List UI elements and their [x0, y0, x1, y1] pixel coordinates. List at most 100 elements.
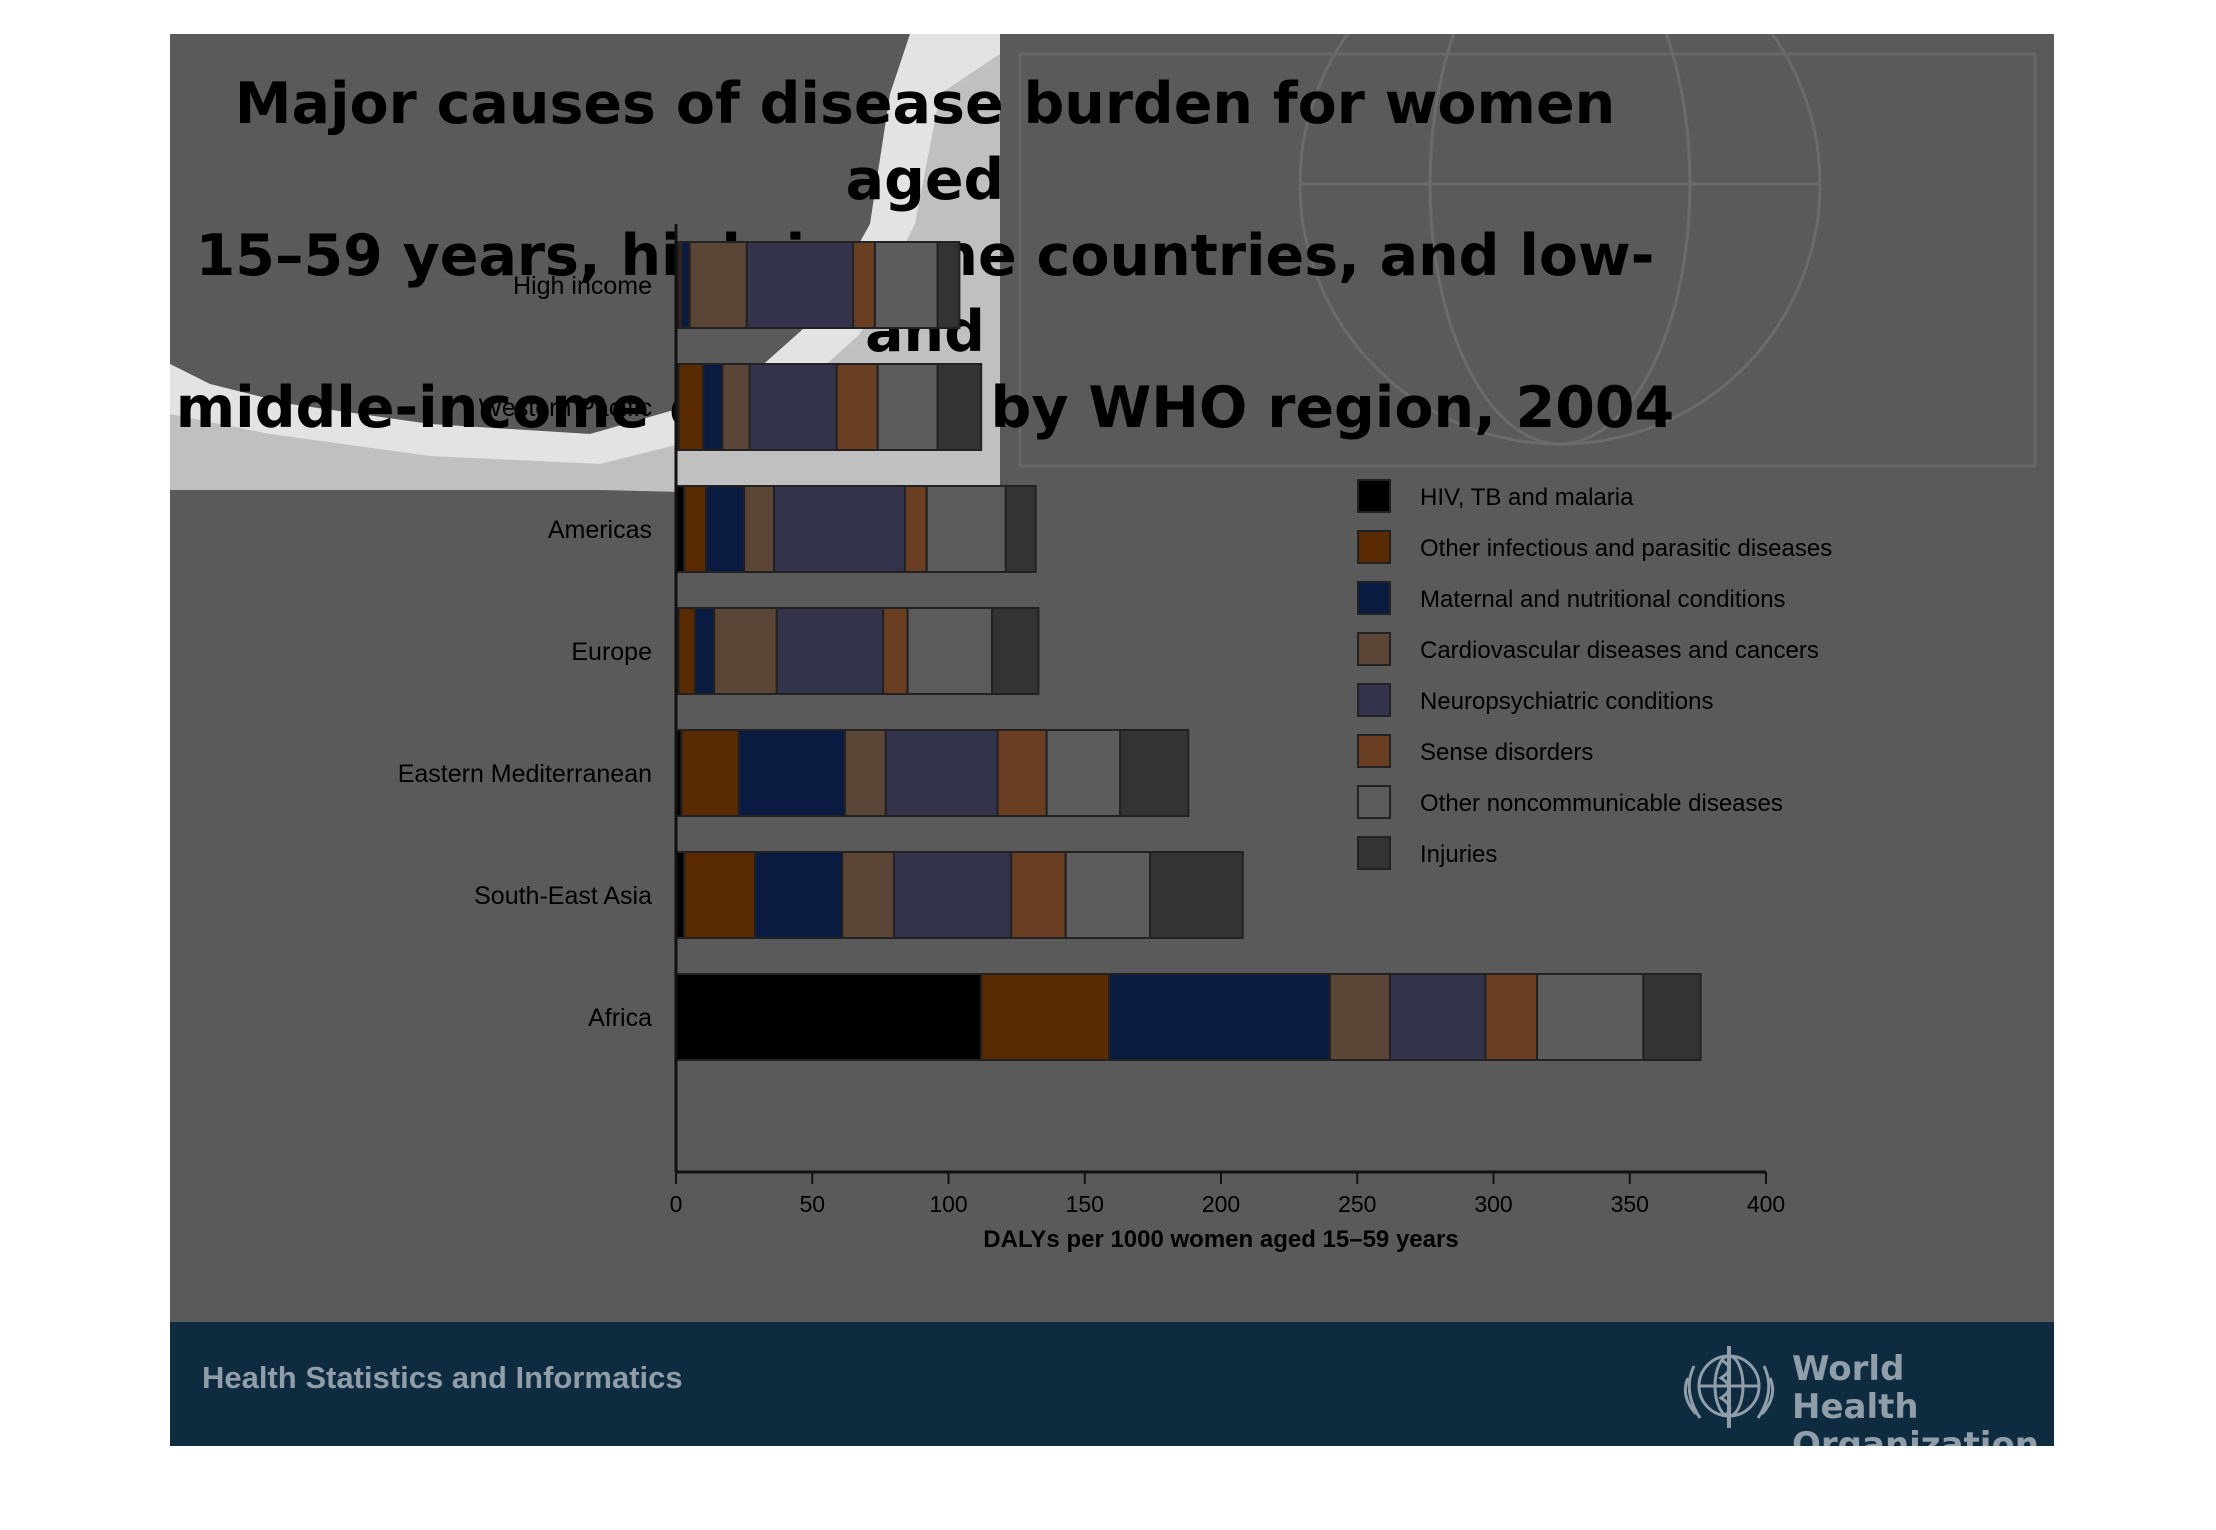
legend-label: Sense disorders [1420, 739, 1593, 766]
bar-segment [1149, 851, 1244, 939]
legend-swatch [1357, 632, 1391, 666]
x-tick-label: 150 [1066, 1191, 1104, 1217]
bar-segment [1642, 973, 1702, 1061]
bar-segment [1536, 973, 1645, 1061]
bar-segment [688, 241, 748, 329]
who-name-line-2: Organization [1792, 1425, 2040, 1446]
bar-segment [903, 485, 928, 573]
x-axis-label: DALYs per 1000 women aged 15–59 years [983, 1226, 1458, 1253]
bar-segment [775, 607, 885, 695]
who-name: World Health Organization [1792, 1350, 2039, 1446]
x-tick-label: 200 [1202, 1191, 1240, 1217]
who-name-line-1: World Health [1792, 1349, 1919, 1427]
bar-segment [748, 363, 838, 451]
swoosh-edge [170, 34, 1000, 464]
bar-segment [754, 851, 844, 939]
bar-segment [1108, 973, 1332, 1061]
title-line-1: Major causes of disease burden for women… [234, 71, 1616, 213]
footer-title: Health Statistics and Informatics [202, 1360, 683, 1395]
bar-segment [876, 363, 939, 451]
bar-segment [835, 363, 879, 451]
legend-swatch [1357, 785, 1391, 819]
bar-segment [843, 729, 887, 817]
x-tick-label: 400 [1747, 1191, 1785, 1217]
bar-segment [680, 729, 740, 817]
bar-segment [737, 729, 846, 817]
legend-swatch [1357, 734, 1391, 768]
bar-segment [852, 241, 876, 329]
legend-label: Other infectious and parasitic diseases [1420, 535, 1832, 562]
bar-segment [680, 241, 691, 329]
legend-swatch [1357, 530, 1391, 564]
legend-swatch [1357, 683, 1391, 717]
bar-segment [1329, 973, 1391, 1061]
globe-watermark [1298, 34, 1822, 446]
bar-segment [773, 485, 906, 573]
bar-segment [675, 973, 983, 1061]
bar-segment [704, 485, 746, 573]
bar-segment [882, 607, 909, 695]
bar-segment [936, 241, 961, 329]
background-decoration [170, 34, 2037, 494]
stacked-bar-chart: High income Western Pacific Americas Europe… [398, 224, 1832, 1253]
legend-label: Injuries [1420, 841, 1497, 868]
legend-swatch [1357, 836, 1391, 870]
bar-segment [996, 729, 1048, 817]
bar-segment [721, 363, 751, 451]
bar-segment [1045, 729, 1122, 817]
bar-segment [925, 485, 1007, 573]
bar-segment [1484, 973, 1539, 1061]
category-labels: High income Western Pacific Americas Europe… [398, 272, 652, 1032]
bar-segment [1388, 973, 1487, 1061]
x-tick-label: 50 [799, 1191, 825, 1217]
bar-segment [841, 851, 895, 939]
swoosh-curve [170, 34, 910, 434]
bar-segment [1010, 851, 1067, 939]
slide: Major causes of disease burden for women… [170, 34, 2054, 1446]
legend: HIV, TB and malaria Other infectious and … [1357, 479, 1832, 870]
bar-segment [713, 607, 778, 695]
bar-segment [743, 485, 776, 573]
bar-segment [980, 973, 1111, 1061]
legend-label: HIV, TB and malaria [1420, 484, 1634, 511]
title-frame [1018, 52, 2037, 468]
bar-segment [702, 363, 724, 451]
bar-segment [694, 607, 716, 695]
legend-label: Neuropsychiatric conditions [1420, 688, 1713, 715]
bar-segment [991, 607, 1040, 695]
legend-label: Maternal and nutritional conditions [1420, 586, 1786, 613]
bar-segment [1119, 729, 1190, 817]
x-tick-label: 300 [1474, 1191, 1512, 1217]
category-label: Western Pacific [479, 394, 652, 422]
x-tick-label: 350 [1611, 1191, 1649, 1217]
bar-segment [683, 851, 757, 939]
legend-swatch [1357, 581, 1391, 615]
bars-layer [675, 241, 1702, 1061]
bar-segment [893, 851, 1013, 939]
footer-bar: Health Statistics and Informatics World … [170, 1322, 2054, 1446]
category-label: High income [513, 272, 652, 300]
bar-segment [677, 363, 705, 451]
category-label: South-East Asia [474, 882, 652, 910]
who-logo: World Health Organization [1674, 1336, 2039, 1446]
legend-swatch [1357, 479, 1391, 513]
bar-segment [677, 607, 697, 695]
bar-segment [884, 729, 999, 817]
bar-segment [1064, 851, 1152, 939]
x-tick-label: 250 [1338, 1191, 1376, 1217]
category-label: Europe [571, 638, 652, 666]
x-axis: 0 50 100 150 200 250 300 350 400 [670, 224, 1785, 1217]
legend-label: Cardiovascular diseases and cancers [1420, 637, 1819, 664]
who-emblem-icon [1683, 1346, 1775, 1428]
bar-segment [936, 363, 983, 451]
x-tick-label: 100 [929, 1191, 967, 1217]
legend-label: Other noncommunicable diseases [1420, 790, 1783, 817]
category-label: Africa [588, 1004, 652, 1032]
bar-segment [873, 241, 939, 329]
category-label: Eastern Mediterranean [398, 760, 652, 788]
x-tick-label: 0 [670, 1191, 683, 1217]
category-label: Americas [548, 516, 652, 544]
bar-segment [1004, 485, 1037, 573]
bar-segment [906, 607, 994, 695]
bar-segment [683, 485, 707, 573]
